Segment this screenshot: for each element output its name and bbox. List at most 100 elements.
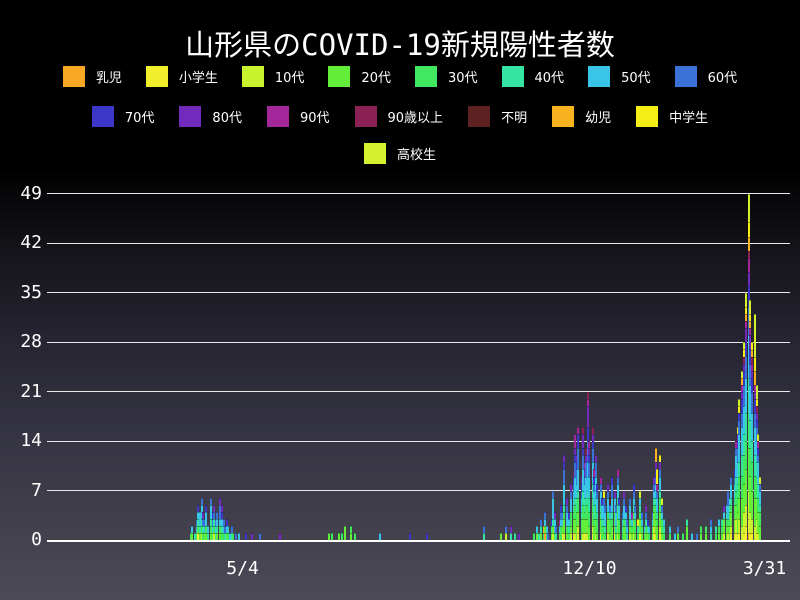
bar-segment-t30	[213, 525, 216, 533]
bar-day-339	[580, 476, 583, 540]
legend-swatch-infant	[62, 66, 85, 87]
bar-day-376	[638, 490, 641, 540]
bar-segment-t10	[594, 532, 597, 540]
bar-segment-t80	[202, 511, 205, 519]
bar-segment-t10	[743, 511, 746, 533]
x-tick-label-3-31: 3/31	[742, 558, 787, 579]
bar-day-294	[509, 525, 512, 540]
bar-segment-t20	[585, 518, 588, 533]
bar-segment-t60	[593, 483, 596, 491]
bar-segment-t60	[561, 511, 564, 519]
bar-day-436	[733, 469, 736, 540]
bar-day-288	[500, 532, 503, 540]
bar-segment-t70	[757, 448, 760, 456]
bar-segment-infant	[747, 532, 750, 540]
bar-segment-todd	[744, 314, 747, 322]
bar-segment-t30	[572, 511, 575, 519]
bar-segment-t70	[244, 532, 247, 540]
bar-segment-t70	[550, 518, 553, 526]
bar-segment-elem	[743, 532, 746, 540]
bar-segment-o90	[755, 405, 758, 414]
bar-segment-t60	[615, 504, 618, 512]
bar-segment-t20	[755, 497, 758, 519]
bar-segment-t40	[755, 462, 758, 477]
bar-segment-t20	[629, 525, 632, 533]
y-tick-label-28: 28	[20, 331, 42, 353]
bar-segment-t50	[747, 335, 750, 378]
bar-segment-t10	[213, 532, 216, 540]
bar-segment-t20	[599, 518, 602, 533]
legend-item-unk: 不明	[468, 106, 527, 127]
bar-segment-t40	[736, 483, 739, 498]
bar-segment-t30	[202, 532, 205, 540]
bar-segment-elem	[653, 532, 656, 540]
bar-segment-t40	[744, 412, 747, 442]
bar-day-447	[750, 342, 753, 540]
bar-segment-t60	[599, 483, 602, 491]
bar-segment-t20	[632, 518, 635, 533]
bar-segment-t50	[653, 490, 656, 498]
bar-segment-t20	[654, 518, 657, 533]
bar-segment-t60	[741, 412, 744, 428]
bar-segment-t50	[618, 504, 621, 519]
bar-segment-t50	[585, 476, 588, 498]
bar-segment-t40	[214, 532, 217, 540]
bar-segment-t90	[574, 434, 577, 449]
bar-segment-t40	[583, 497, 586, 512]
bar-segment-todd	[741, 377, 744, 385]
bar-segment-t30	[340, 532, 343, 540]
bar-segment-t50	[725, 504, 728, 512]
bar-segment-t40	[577, 490, 580, 498]
bar-segment-t60	[583, 476, 586, 484]
bar-day-358	[610, 476, 613, 540]
bar-day-113	[224, 525, 227, 540]
bar-segment-t20	[580, 532, 583, 540]
bar-day-332	[569, 483, 572, 540]
bar-segment-t80	[653, 476, 656, 484]
bar-segment-t50	[659, 476, 662, 491]
bar-segment-o90	[585, 448, 588, 456]
bar-segment-t60	[596, 490, 599, 498]
bar-segment-t10	[200, 532, 203, 540]
bar-day-309	[533, 532, 536, 540]
bar-segment-t80	[563, 455, 566, 463]
bar-segment-t60	[214, 518, 217, 526]
bar-day-382	[648, 525, 651, 540]
bar-segment-t20	[191, 532, 194, 540]
bar-segment-t40	[725, 511, 728, 519]
bar-segment-t20	[544, 525, 547, 533]
bar-segment-t30	[575, 511, 578, 526]
legend-label-t90: 90代	[299, 111, 330, 126]
bar-segment-t20	[720, 532, 723, 540]
bar-day-349	[596, 483, 599, 540]
bar-segment-t40	[210, 518, 212, 526]
legend-label-t30: 30代	[447, 71, 478, 86]
legend-row-1: 乳児 小学生 10代 20代 30代 40代 50代 60代	[0, 66, 800, 87]
bar-segment-t20	[225, 532, 228, 540]
bar-segment-t50	[580, 497, 583, 512]
bar-segment-t40	[202, 525, 205, 533]
bar-segment-t50	[755, 441, 758, 463]
bar-segment-t10	[659, 525, 662, 533]
bar-segment-t30	[714, 532, 717, 540]
legend-label-t70: 70代	[124, 111, 155, 126]
legend-label-t50: 50代	[621, 71, 651, 86]
bar-segment-t40	[588, 497, 591, 512]
bar-day-118	[232, 532, 235, 540]
bar-segment-elem	[659, 532, 662, 540]
bar-day-398	[673, 532, 676, 540]
bar-segment-t50	[662, 518, 665, 526]
bar-segment-elem	[738, 532, 741, 540]
bar-segment-t50	[588, 476, 591, 498]
bar-segment-t20	[563, 518, 566, 533]
bar-segment-t10	[744, 504, 747, 526]
bar-segment-t30	[645, 525, 648, 533]
legend-item-t30: 30代	[414, 66, 478, 87]
legend-swatch-t60	[674, 66, 697, 87]
bar-day-372	[632, 483, 635, 540]
bar-segment-t30	[615, 532, 618, 540]
bar-day-110	[219, 497, 222, 540]
bar-segment-t30	[758, 511, 761, 526]
bar-segment-t70	[567, 511, 570, 519]
bar-segment-t10	[730, 525, 733, 533]
